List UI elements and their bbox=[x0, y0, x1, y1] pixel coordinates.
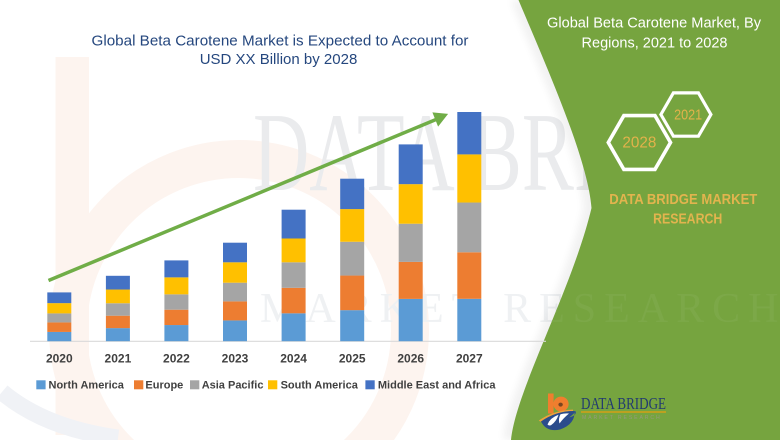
svg-text:2025: 2025 bbox=[339, 352, 366, 366]
svg-text:Global Beta Carotene Market is: Global Beta Carotene Market is Expected … bbox=[92, 32, 469, 49]
svg-text:Regions, 2021 to 2028: Regions, 2021 to 2028 bbox=[582, 36, 728, 52]
svg-text:2026: 2026 bbox=[397, 352, 424, 366]
svg-text:Asia Pacific: Asia Pacific bbox=[202, 379, 264, 391]
svg-text:DATA BRIDGE MARKET: DATA BRIDGE MARKET bbox=[609, 191, 757, 208]
svg-text:Global Beta Carotene Market, B: Global Beta Carotene Market, By bbox=[547, 15, 762, 31]
svg-text:2024: 2024 bbox=[280, 352, 307, 366]
svg-text:Middle East and Africa: Middle East and Africa bbox=[378, 379, 496, 391]
svg-text:DATA BRIDGE: DATA BRIDGE bbox=[581, 394, 666, 413]
svg-text:USD XX Billion by 2028: USD XX Billion by 2028 bbox=[200, 51, 358, 68]
svg-text:MARKET RESEARCH: MARKET RESEARCH bbox=[582, 415, 662, 421]
svg-text:2028: 2028 bbox=[622, 134, 656, 151]
svg-text:2027: 2027 bbox=[456, 352, 483, 366]
svg-text:Europe: Europe bbox=[145, 379, 183, 391]
svg-text:2021: 2021 bbox=[674, 106, 702, 123]
svg-text:2023: 2023 bbox=[222, 352, 249, 366]
svg-text:South America: South America bbox=[281, 379, 359, 391]
svg-text:2020: 2020 bbox=[46, 352, 73, 366]
svg-text:RESEARCH: RESEARCH bbox=[653, 210, 722, 227]
svg-text:2022: 2022 bbox=[163, 352, 190, 366]
svg-text:North America: North America bbox=[49, 379, 125, 391]
svg-text:2021: 2021 bbox=[105, 352, 132, 366]
